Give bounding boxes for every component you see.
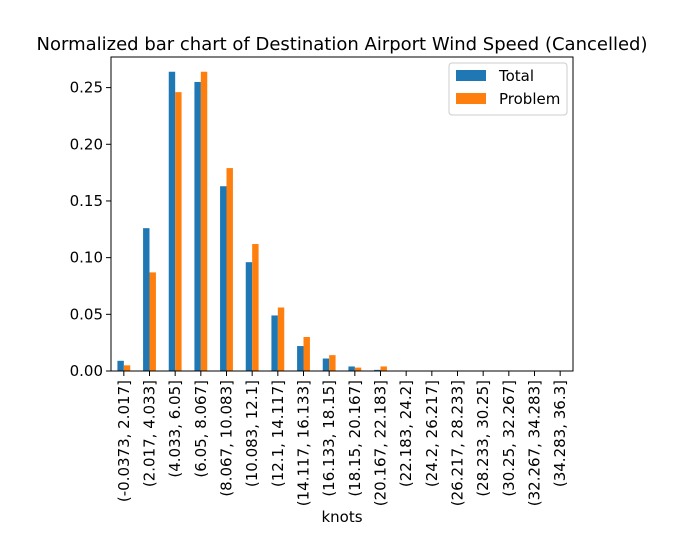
y-tick-label: 0.00 xyxy=(70,362,103,380)
bar-total-5 xyxy=(245,262,253,371)
bar-total-10 xyxy=(374,369,381,371)
x-tick-label: (8.067, 10.083] xyxy=(218,380,236,497)
bar-problem-0 xyxy=(123,365,131,371)
plot-frame xyxy=(110,56,574,372)
y-tick-label: 0.15 xyxy=(70,192,103,210)
bars-group xyxy=(117,71,387,372)
y-axis: 0.00 0.05 0.10 0.15 0.20 0.25 xyxy=(70,79,111,380)
x-tick-label: (10.083, 12.1] xyxy=(243,380,261,487)
legend-swatch-problem xyxy=(456,93,486,104)
x-tick-label: (22.183, 24.2] xyxy=(397,380,415,487)
x-tick-label: (16.133, 18.15] xyxy=(320,380,338,497)
bar-problem-5 xyxy=(252,244,259,371)
x-tick-label: (4.033, 6.05] xyxy=(166,380,184,478)
x-tick-label: (12.1, 14.117] xyxy=(269,380,287,487)
y-tick-label: 0.25 xyxy=(70,79,103,97)
x-tick-label: (20.167, 22.183] xyxy=(372,380,390,506)
bar-problem-6 xyxy=(277,307,285,371)
legend-label-problem: Problem xyxy=(499,90,560,108)
bar-total-4 xyxy=(220,186,227,371)
x-tick-label: (32.267, 34.283] xyxy=(526,380,544,506)
bar-total-8 xyxy=(322,358,330,371)
bar-problem-8 xyxy=(329,355,336,371)
bar-problem-4 xyxy=(226,168,233,371)
x-axis-title: knots xyxy=(321,508,362,526)
x-tick-label: (24.2, 26.217] xyxy=(423,380,441,487)
x-tick-label: (26.217, 28.233] xyxy=(449,380,467,506)
x-axis: (-0.0373, 2.017] (2.017, 4.033] (4.033, 6.… xyxy=(115,371,569,506)
x-tick-label: (28.233, 30.25] xyxy=(474,380,492,497)
legend: Total Problem xyxy=(448,62,568,116)
bar-total-6 xyxy=(271,315,278,371)
legend-label-total: Total xyxy=(498,67,534,85)
bar-problem-3 xyxy=(200,71,208,372)
bar-total-9 xyxy=(348,366,355,371)
chart-title: Normalized bar chart of Destination Airp… xyxy=(37,34,648,55)
y-tick-label: 0.10 xyxy=(70,249,103,267)
x-tick-label: (2.017, 4.033] xyxy=(141,380,159,487)
bar-total-7 xyxy=(297,346,304,371)
bar-problem-1 xyxy=(149,272,156,371)
legend-swatch-total xyxy=(456,70,486,81)
bar-problem-10 xyxy=(380,366,387,371)
bar-total-0 xyxy=(117,360,124,371)
bar-total-3 xyxy=(194,81,201,371)
bar-total-2 xyxy=(168,71,176,372)
bar-problem-9 xyxy=(354,367,362,371)
y-tick-label: 0.20 xyxy=(70,135,103,153)
x-tick-label: (6.05, 8.067] xyxy=(192,380,210,478)
x-tick-label: (30.25, 32.267] xyxy=(500,380,518,497)
y-tick-label: 0.05 xyxy=(70,305,103,323)
x-tick-label: (34.283, 36.3] xyxy=(551,380,569,487)
x-tick-label: (-0.0373, 2.017] xyxy=(115,380,133,502)
bar-problem-7 xyxy=(303,336,310,371)
x-tick-label: (14.117, 16.133] xyxy=(295,380,313,506)
bar-problem-2 xyxy=(175,92,182,371)
x-tick-label: (18.15, 20.167] xyxy=(346,380,364,497)
bar-total-1 xyxy=(143,228,150,371)
